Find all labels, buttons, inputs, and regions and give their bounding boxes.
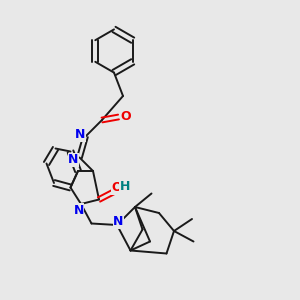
Text: N: N: [113, 215, 124, 228]
Text: N: N: [68, 153, 79, 167]
Text: N: N: [74, 204, 84, 217]
Text: O: O: [121, 110, 131, 124]
Text: H: H: [120, 180, 130, 193]
Text: N: N: [75, 128, 85, 142]
Text: O: O: [112, 181, 122, 194]
